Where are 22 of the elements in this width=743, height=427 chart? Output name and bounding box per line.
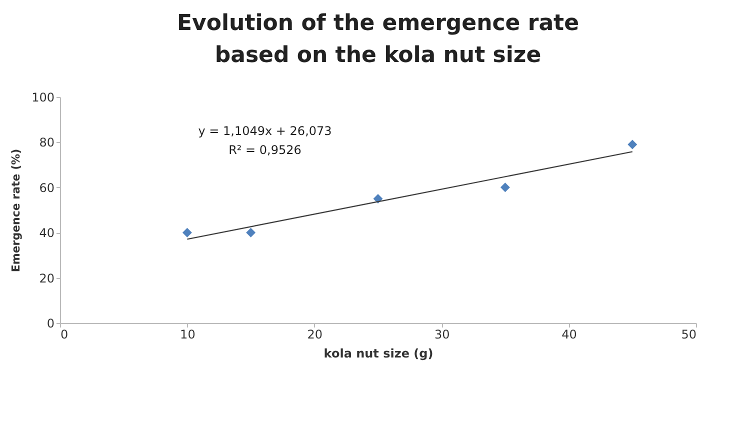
point [373,194,383,204]
y-tick-label: 100 [32,90,54,104]
x-tick-label: 50 [681,328,696,342]
y-tick-label: 20 [39,271,54,286]
x-tick-label: 30 [434,328,450,342]
annotation: R² = 0,9526 [228,143,302,157]
point [246,228,256,238]
y-tick-label: 0 [46,316,54,330]
x-tick-label: 0 [60,328,68,342]
point [628,140,638,150]
chart-title: Evolution of the emergence rate based on the kola nut size [177,11,579,68]
annotation: y = 1,1049x + 26,073 [198,124,332,138]
x-axis-title: kola nut size (g) [324,346,434,360]
y-tick-label: 40 [39,226,54,240]
y-tick-label: 60 [39,180,54,195]
point [182,228,192,238]
point [500,182,510,192]
x-tick-label: 40 [562,328,577,342]
y-tick-label: 80 [39,136,54,150]
x-tick-label: 10 [180,328,196,342]
y-axis-title: Emergence rate (%) [10,148,23,272]
x-tick-label: 20 [307,328,323,342]
